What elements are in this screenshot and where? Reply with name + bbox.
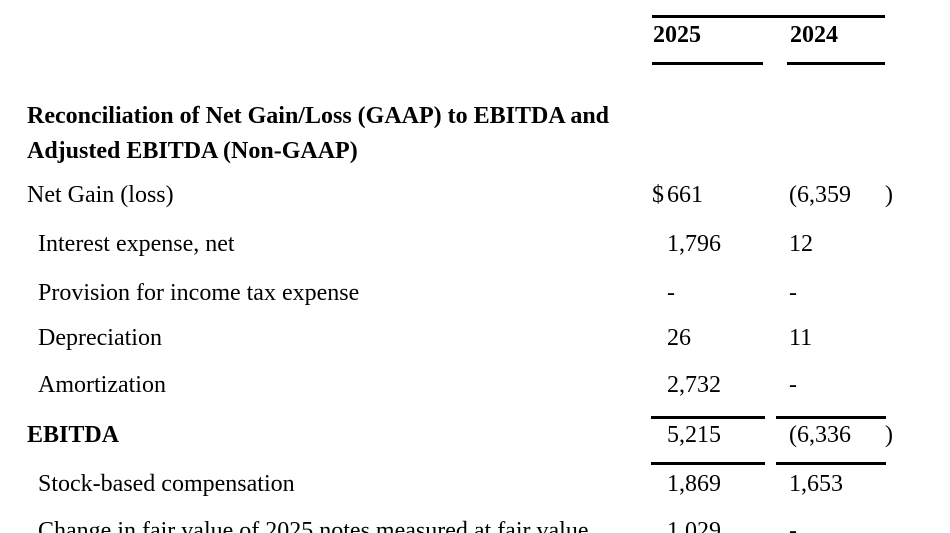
table-row-interest-expense: Interest expense, net 1,796 12 [0, 230, 950, 258]
row-label: Interest expense, net [38, 231, 235, 257]
open-paren: ( [789, 182, 797, 208]
subtotal-bottom-rule-2025 [651, 462, 765, 465]
row-label: Net Gain (loss) [27, 182, 174, 208]
table-row-tax-provision: Provision for income tax expense - - [0, 279, 950, 307]
column-header-2024: 2024 [790, 22, 838, 48]
cell-2025: 1,029 [667, 517, 779, 533]
cell-2024: - [789, 279, 901, 307]
currency-symbol: $ [652, 182, 664, 208]
table-row-change-fair-value: Change in fair value of 2025 notes measu… [0, 517, 950, 533]
cell-value: 26 [667, 325, 691, 351]
cell-2024: (6,359) [789, 181, 901, 209]
cell-2024: 11 [789, 324, 901, 352]
subtotal-rule-2025 [651, 416, 765, 419]
cell-value: 5,215 [667, 422, 721, 448]
cell-2024: 1,653 [789, 470, 901, 498]
cell-value: 2,732 [667, 372, 721, 398]
subtotal-rule-2024 [776, 416, 886, 419]
cell-value: 12 [789, 231, 813, 257]
cell-2024: - [789, 517, 901, 533]
section-heading-line1: Reconciliation of Net Gain/Loss (GAAP) t… [27, 103, 610, 129]
cell-value: - [667, 280, 675, 306]
row-label: Stock-based compensation [38, 471, 295, 497]
cell-value: - [789, 280, 797, 306]
table-row-net-gain: Net Gain (loss) $661 (6,359) [0, 181, 950, 209]
cell-2025: 1,796 [667, 230, 779, 258]
cell-2025: - [667, 279, 779, 307]
cell-value: 6,359 [797, 182, 851, 208]
column-2025-underline [652, 62, 763, 65]
cell-2025: 26 [667, 324, 779, 352]
cell-2024: - [789, 371, 901, 399]
cell-value: 1,869 [667, 471, 721, 497]
row-label: Change in fair value of 2025 notes measu… [38, 518, 589, 533]
cell-value: 6,336 [797, 422, 851, 448]
cell-value: 11 [789, 325, 813, 351]
cell-2025: 5,215 [667, 421, 779, 449]
cell-2025: 1,869 [667, 470, 779, 498]
table-row-stock-compensation: Stock-based compensation 1,869 1,653 [0, 470, 950, 498]
cell-value: 1,029 [667, 518, 721, 533]
subtotal-bottom-rule-2024 [776, 462, 886, 465]
row-label: Provision for income tax expense [38, 280, 360, 306]
cell-value: 1,653 [789, 471, 843, 497]
close-paren: ) [885, 422, 893, 448]
column-header-2025: 2025 [653, 22, 701, 48]
cell-2025: $661 [652, 181, 779, 209]
table-row-ebitda: EBITDA 5,215 (6,336) [0, 421, 950, 449]
cell-value: 1,796 [667, 231, 721, 257]
cell-2024: (6,336) [789, 421, 901, 449]
row-label: Depreciation [38, 325, 162, 351]
section-heading: Reconciliation of Net Gain/Loss (GAAP) t… [27, 99, 609, 169]
table-row-depreciation: Depreciation 26 11 [0, 324, 950, 352]
cell-value: - [789, 372, 797, 398]
column-2024-underline [787, 62, 885, 65]
header-top-rule [652, 15, 885, 18]
row-label: EBITDA [27, 422, 120, 448]
cell-value: - [789, 518, 797, 533]
section-heading-line2: Adjusted EBITDA (Non-GAAP) [27, 138, 358, 164]
open-paren: ( [789, 422, 797, 448]
cell-value: 661 [667, 182, 703, 208]
cell-2024: 12 [789, 230, 901, 258]
cell-2025: 2,732 [667, 371, 779, 399]
close-paren: ) [885, 182, 893, 208]
row-label: Amortization [38, 372, 166, 398]
table-row-amortization: Amortization 2,732 - [0, 371, 950, 399]
